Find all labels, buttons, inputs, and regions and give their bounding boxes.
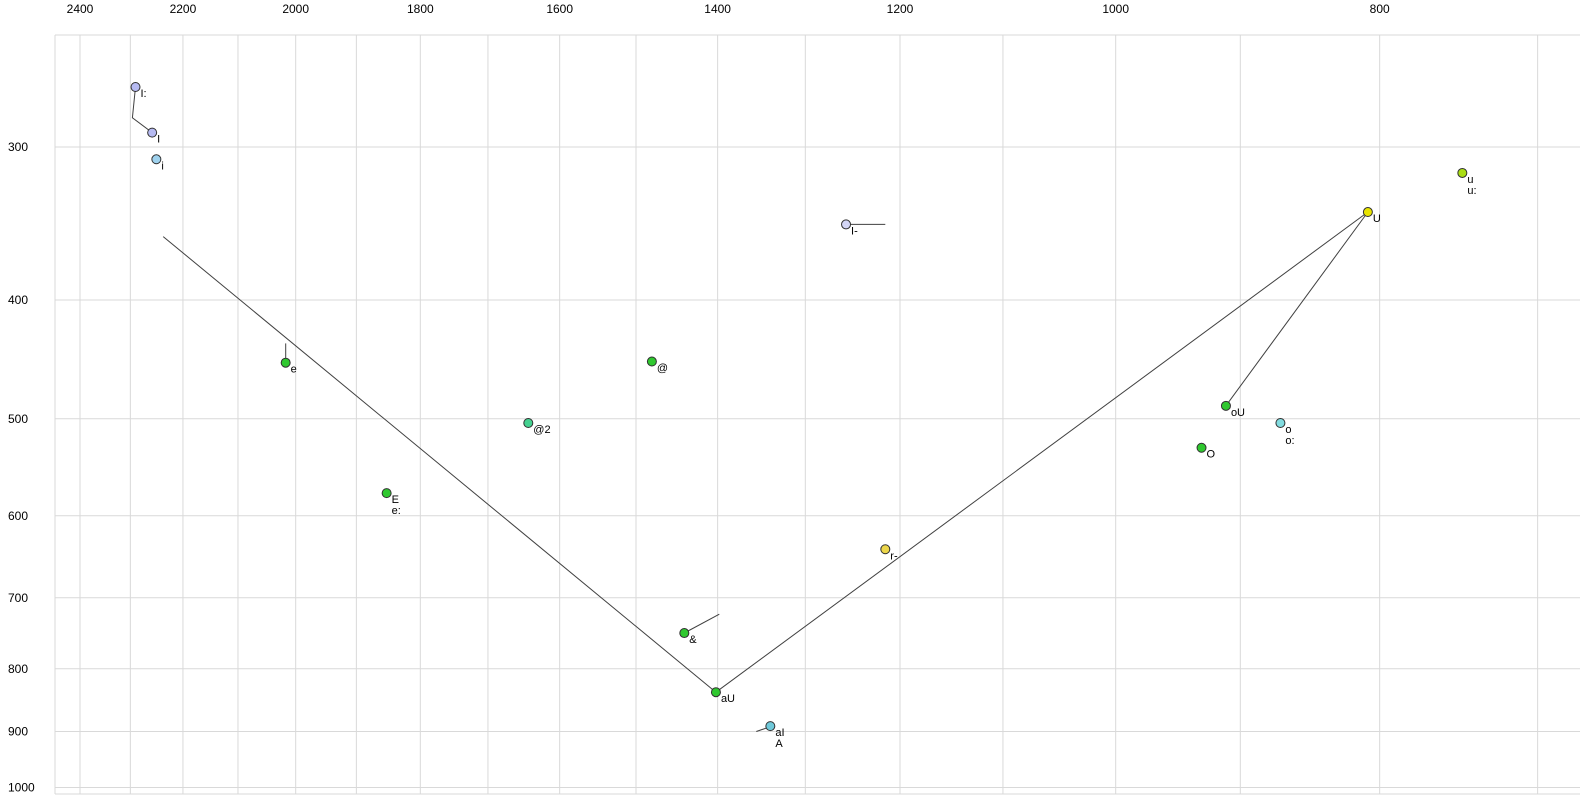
data-point-I bbox=[147, 127, 158, 138]
x-axis-tick-label-1600: 1600 bbox=[546, 2, 573, 16]
y-axis-tick-label-700: 700 bbox=[8, 591, 28, 605]
data-point-e bbox=[280, 357, 291, 368]
trajectory-v-right-branch bbox=[715, 211, 1369, 693]
data-point-U bbox=[1362, 207, 1373, 218]
data-point-I: bbox=[130, 81, 141, 92]
data-point-label-u: u bbox=[1467, 174, 1473, 186]
data-point-label-o: o bbox=[1285, 424, 1291, 436]
y-axis-tick-label-300: 300 bbox=[8, 140, 28, 154]
trajectory-v-left-branch bbox=[162, 236, 717, 693]
y-axis-tick-label-1000: 1000 bbox=[8, 781, 35, 795]
data-point-label-O: O bbox=[1207, 449, 1216, 461]
data-point-oU bbox=[1220, 400, 1231, 411]
data-point-label-@: @ bbox=[657, 363, 668, 375]
x-axis-tick-label-2200: 2200 bbox=[170, 2, 197, 16]
data-point-label-aU: aU bbox=[721, 693, 735, 705]
data-point-label-o:: o: bbox=[1285, 435, 1294, 447]
data-point-O bbox=[1196, 442, 1207, 453]
trajectory-ampersand-tick bbox=[684, 613, 720, 634]
trajectory-u-to-ou-branch bbox=[1225, 211, 1369, 407]
data-point-@ bbox=[646, 356, 657, 367]
data-point-label-A: A bbox=[775, 738, 783, 750]
data-point-label-aI: aI bbox=[775, 727, 784, 739]
data-point-i bbox=[151, 154, 162, 165]
y-axis-tick-label-800: 800 bbox=[8, 662, 28, 676]
x-axis-tick-label-1400: 1400 bbox=[704, 2, 731, 16]
data-point-E bbox=[381, 488, 392, 499]
y-axis-tick-label-400: 400 bbox=[8, 293, 28, 307]
data-point-label-i: i bbox=[161, 160, 163, 172]
x-axis-tick-label-2000: 2000 bbox=[282, 2, 309, 16]
data-point-I- bbox=[841, 219, 852, 230]
data-point-label-I:: I: bbox=[141, 88, 147, 100]
trajectory-i-colon-tail bbox=[131, 86, 153, 134]
data-point-r- bbox=[880, 544, 891, 555]
x-axis-tick-label-1000: 1000 bbox=[1102, 2, 1129, 16]
data-point-& bbox=[679, 628, 690, 639]
data-point-o bbox=[1275, 417, 1286, 428]
data-point-label-@2: @2 bbox=[533, 424, 550, 436]
data-point-label-E: E bbox=[392, 494, 399, 506]
x-axis-tick-label-1800: 1800 bbox=[407, 2, 434, 16]
y-axis-tick-label-900: 900 bbox=[8, 724, 28, 738]
data-point-label-e:: e: bbox=[392, 505, 401, 517]
data-point-u bbox=[1457, 167, 1468, 178]
data-point-label-e: e bbox=[291, 364, 297, 376]
y-axis-tick-label-600: 600 bbox=[8, 509, 28, 523]
data-point-label-oU: oU bbox=[1231, 407, 1245, 419]
x-axis-tick-label-1200: 1200 bbox=[887, 2, 914, 16]
data-point-aU bbox=[710, 687, 721, 698]
x-axis-tick-label-2400: 2400 bbox=[67, 2, 94, 16]
data-point-label-U: U bbox=[1373, 213, 1381, 225]
data-point-label-I: I bbox=[157, 134, 160, 146]
data-point-@2 bbox=[523, 417, 534, 428]
data-point-label-&: & bbox=[689, 634, 697, 646]
data-point-aI bbox=[765, 721, 776, 732]
data-point-label-r-: r- bbox=[890, 550, 898, 562]
x-axis-tick-label-800: 800 bbox=[1370, 2, 1390, 16]
data-point-label-u:: u: bbox=[1467, 185, 1476, 197]
data-point-label-I-: I- bbox=[851, 225, 858, 237]
y-axis-tick-label-500: 500 bbox=[8, 412, 28, 426]
